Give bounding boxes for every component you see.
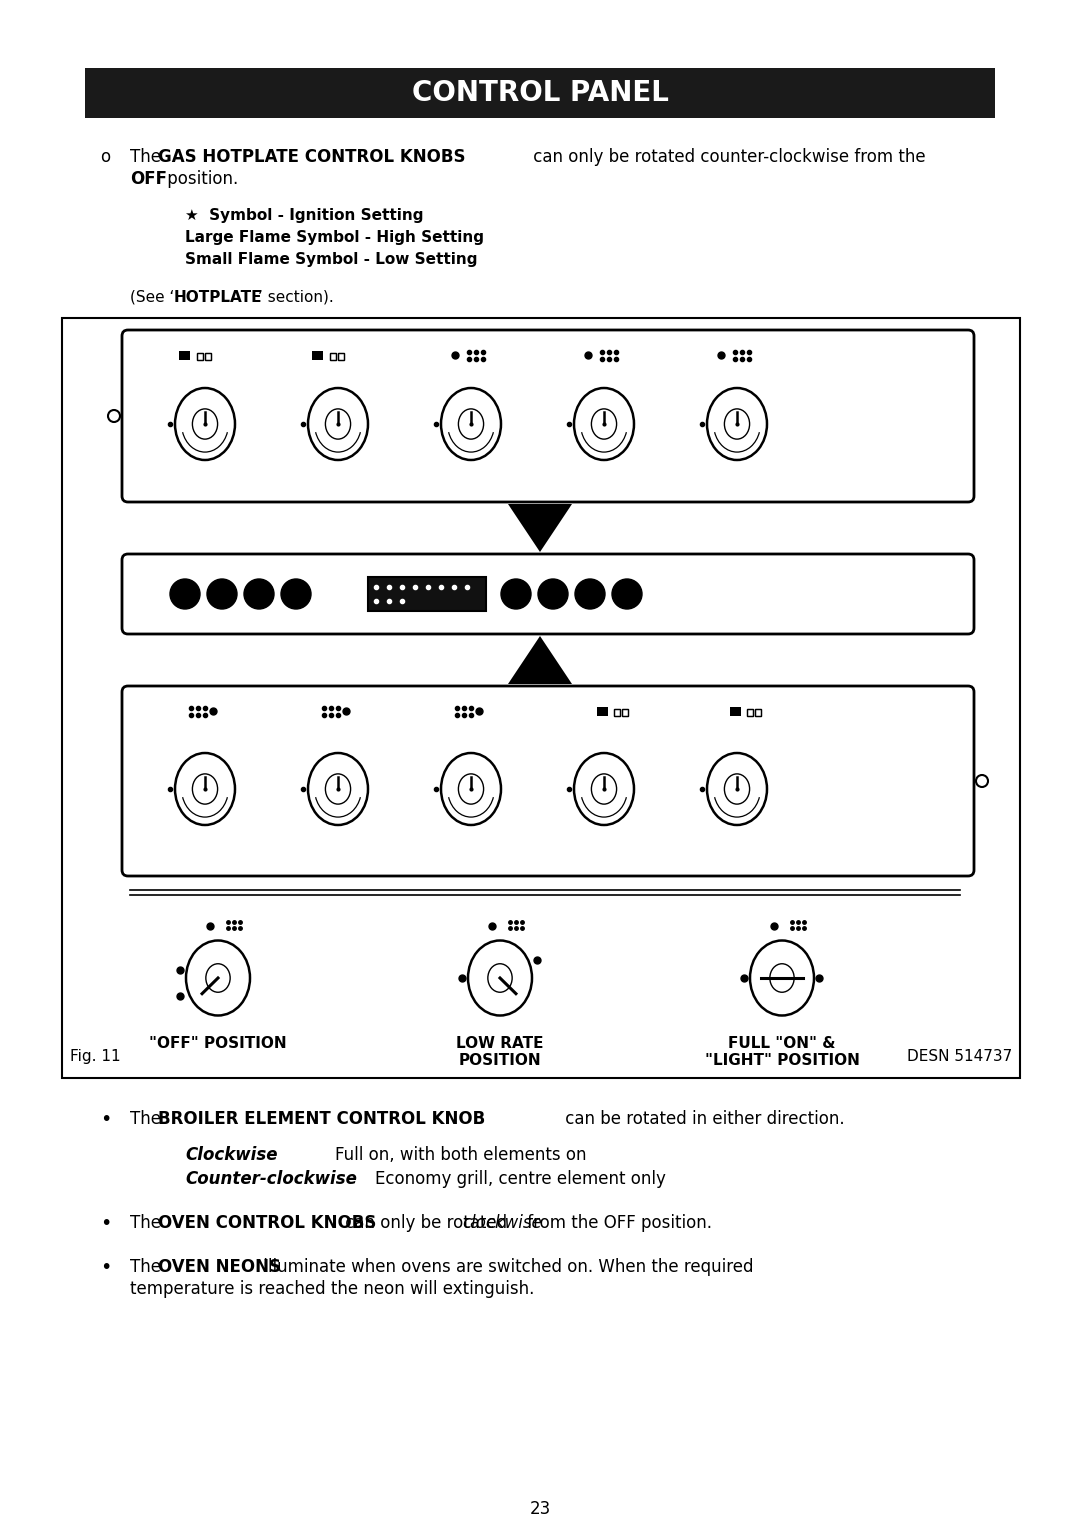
Circle shape [612, 579, 642, 609]
Bar [755, 709, 761, 716]
Text: temperature is reached the neon will extinguish.: temperature is reached the neon will ext… [130, 1280, 535, 1298]
Text: can be rotated in either direction.: can be rotated in either direction. [561, 1110, 845, 1128]
Bar [330, 353, 336, 360]
Bar [197, 353, 203, 360]
Text: DESN 514737: DESN 514737 [907, 1049, 1012, 1064]
Bar [747, 709, 753, 716]
Bar [338, 353, 345, 360]
Bar [747, 709, 753, 716]
Bar [330, 353, 336, 360]
FancyBboxPatch shape [122, 686, 974, 876]
Circle shape [170, 579, 200, 609]
Bar [368, 577, 486, 611]
Text: 23: 23 [529, 1500, 551, 1518]
FancyBboxPatch shape [62, 318, 1020, 1078]
Text: OFF: OFF [130, 169, 167, 188]
Text: GAS HOTPLATE CONTROL KNOBS: GAS HOTPLATE CONTROL KNOBS [158, 148, 465, 166]
Text: •: • [100, 1110, 111, 1128]
Text: OVEN NEONS: OVEN NEONS [158, 1258, 281, 1277]
Circle shape [575, 579, 605, 609]
Text: BROILER ELEMENT CONTROL KNOB: BROILER ELEMENT CONTROL KNOB [158, 1110, 485, 1128]
Bar [338, 353, 345, 360]
Bar [312, 351, 323, 360]
Circle shape [281, 579, 311, 609]
Text: (See ‘: (See ‘ [130, 290, 174, 305]
Text: OVEN CONTROL KNOBS: OVEN CONTROL KNOBS [158, 1214, 376, 1232]
Polygon shape [508, 637, 572, 684]
Polygon shape [508, 504, 572, 551]
FancyBboxPatch shape [85, 69, 995, 118]
Text: o: o [100, 148, 110, 166]
Text: LOW RATE
POSITION: LOW RATE POSITION [456, 1035, 543, 1069]
FancyBboxPatch shape [122, 330, 974, 502]
Bar [730, 707, 741, 716]
Text: •: • [100, 1258, 111, 1277]
Text: CONTROL PANEL: CONTROL PANEL [411, 79, 669, 107]
Text: Full on, with both elements on: Full on, with both elements on [335, 1145, 586, 1164]
Text: can only be rotated: can only be rotated [340, 1214, 512, 1232]
Bar [615, 709, 620, 716]
Text: The: The [130, 1258, 166, 1277]
Text: position.: position. [162, 169, 239, 188]
Text: The: The [130, 1110, 166, 1128]
Text: "OFF" POSITION: "OFF" POSITION [149, 1035, 287, 1051]
Circle shape [244, 579, 274, 609]
Text: The: The [130, 1214, 166, 1232]
Text: ’ section).: ’ section). [258, 290, 334, 305]
Circle shape [207, 579, 237, 609]
Text: Clockwise: Clockwise [185, 1145, 278, 1164]
Bar [205, 353, 211, 360]
FancyBboxPatch shape [122, 554, 974, 634]
Text: Counter-clockwise: Counter-clockwise [185, 1170, 356, 1188]
Text: Large Flame Symbol - High Setting: Large Flame Symbol - High Setting [185, 231, 484, 244]
Text: HOTPLATE: HOTPLATE [174, 290, 262, 305]
Bar [197, 353, 203, 360]
Bar [615, 709, 620, 716]
Text: can only be rotated counter-clockwise from the: can only be rotated counter-clockwise fr… [528, 148, 926, 166]
Text: Small Flame Symbol - Low Setting: Small Flame Symbol - Low Setting [185, 252, 477, 267]
Text: •: • [100, 1214, 111, 1232]
Text: clockwise: clockwise [462, 1214, 542, 1232]
Bar [755, 709, 761, 716]
Bar [622, 709, 627, 716]
Circle shape [501, 579, 531, 609]
Bar [205, 353, 211, 360]
Bar [622, 709, 627, 716]
Text: Economy grill, centre element only: Economy grill, centre element only [375, 1170, 666, 1188]
Bar [597, 707, 608, 716]
Text: Fig. 11: Fig. 11 [70, 1049, 121, 1064]
Text: FULL "ON" &
"LIGHT" POSITION: FULL "ON" & "LIGHT" POSITION [704, 1035, 860, 1069]
Text: The: The [130, 148, 166, 166]
Bar [179, 351, 190, 360]
Text: illuminate when ovens are switched on. When the required: illuminate when ovens are switched on. W… [258, 1258, 754, 1277]
Circle shape [538, 579, 568, 609]
Text: ★  Symbol - Ignition Setting: ★ Symbol - Ignition Setting [185, 208, 423, 223]
Text: from the OFF position.: from the OFF position. [522, 1214, 712, 1232]
